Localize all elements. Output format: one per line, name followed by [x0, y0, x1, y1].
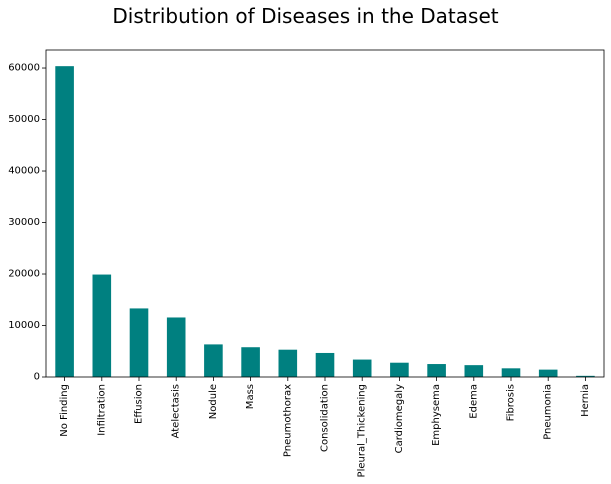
x-axis: No Finding Infiltration Effusion Atelectasi…: [59, 377, 591, 477]
bar-edema: [464, 365, 484, 377]
y-tick-label: 60000: [8, 63, 40, 74]
bar-pneumonia: [538, 369, 558, 377]
bar-fibrosis: [501, 368, 521, 377]
bar-cardiomegaly: [390, 362, 409, 377]
y-axis: 0 10000 20000 30000 40000 50000 60000: [8, 63, 46, 383]
x-tick-label: Fibrosis: [506, 384, 517, 421]
bar-no-finding: [55, 66, 74, 377]
bar-pneumothorax: [278, 349, 298, 377]
x-tick-label: No Finding: [59, 384, 70, 437]
bars-group: [55, 66, 595, 377]
chart-title: Distribution of Diseases in the Dataset: [112, 4, 499, 28]
y-tick-label: 10000: [8, 320, 40, 331]
plot-frame: [45, 49, 605, 378]
y-tick-label: 30000: [8, 217, 40, 228]
bar-nodule: [204, 344, 223, 377]
x-tick-label: Pneumothorax: [282, 384, 293, 457]
bar-effusion: [129, 308, 149, 377]
bar-atelectasis: [166, 317, 186, 377]
x-tick-label: Cardiomegaly: [394, 384, 405, 453]
bar-pleural-thickening: [352, 359, 372, 377]
x-tick-label: Pneumonia: [543, 384, 554, 440]
bar-hernia: [576, 375, 595, 377]
bar-consolidation: [315, 352, 335, 377]
x-tick-label: Infiltration: [96, 384, 107, 436]
x-tick-label: Nodule: [208, 384, 219, 419]
x-tick-label: Effusion: [134, 384, 145, 424]
x-tick-label: Mass: [245, 384, 256, 409]
x-tick-label: Pleural_Thickening: [357, 384, 368, 477]
x-tick-label: Edema: [468, 384, 479, 419]
bar-emphysema: [427, 364, 446, 377]
x-tick-label: Hernia: [580, 384, 591, 417]
bar-mass: [241, 347, 260, 377]
x-tick-label: Atelectasis: [171, 384, 182, 438]
y-tick-label: 20000: [8, 269, 40, 280]
bar-infiltration: [92, 274, 112, 377]
y-tick-label: 0: [34, 372, 40, 383]
y-tick-label: 40000: [8, 166, 40, 177]
x-tick-label: Emphysema: [431, 384, 442, 446]
x-tick-label: Consolidation: [320, 384, 331, 452]
y-tick-label: 50000: [8, 114, 40, 125]
